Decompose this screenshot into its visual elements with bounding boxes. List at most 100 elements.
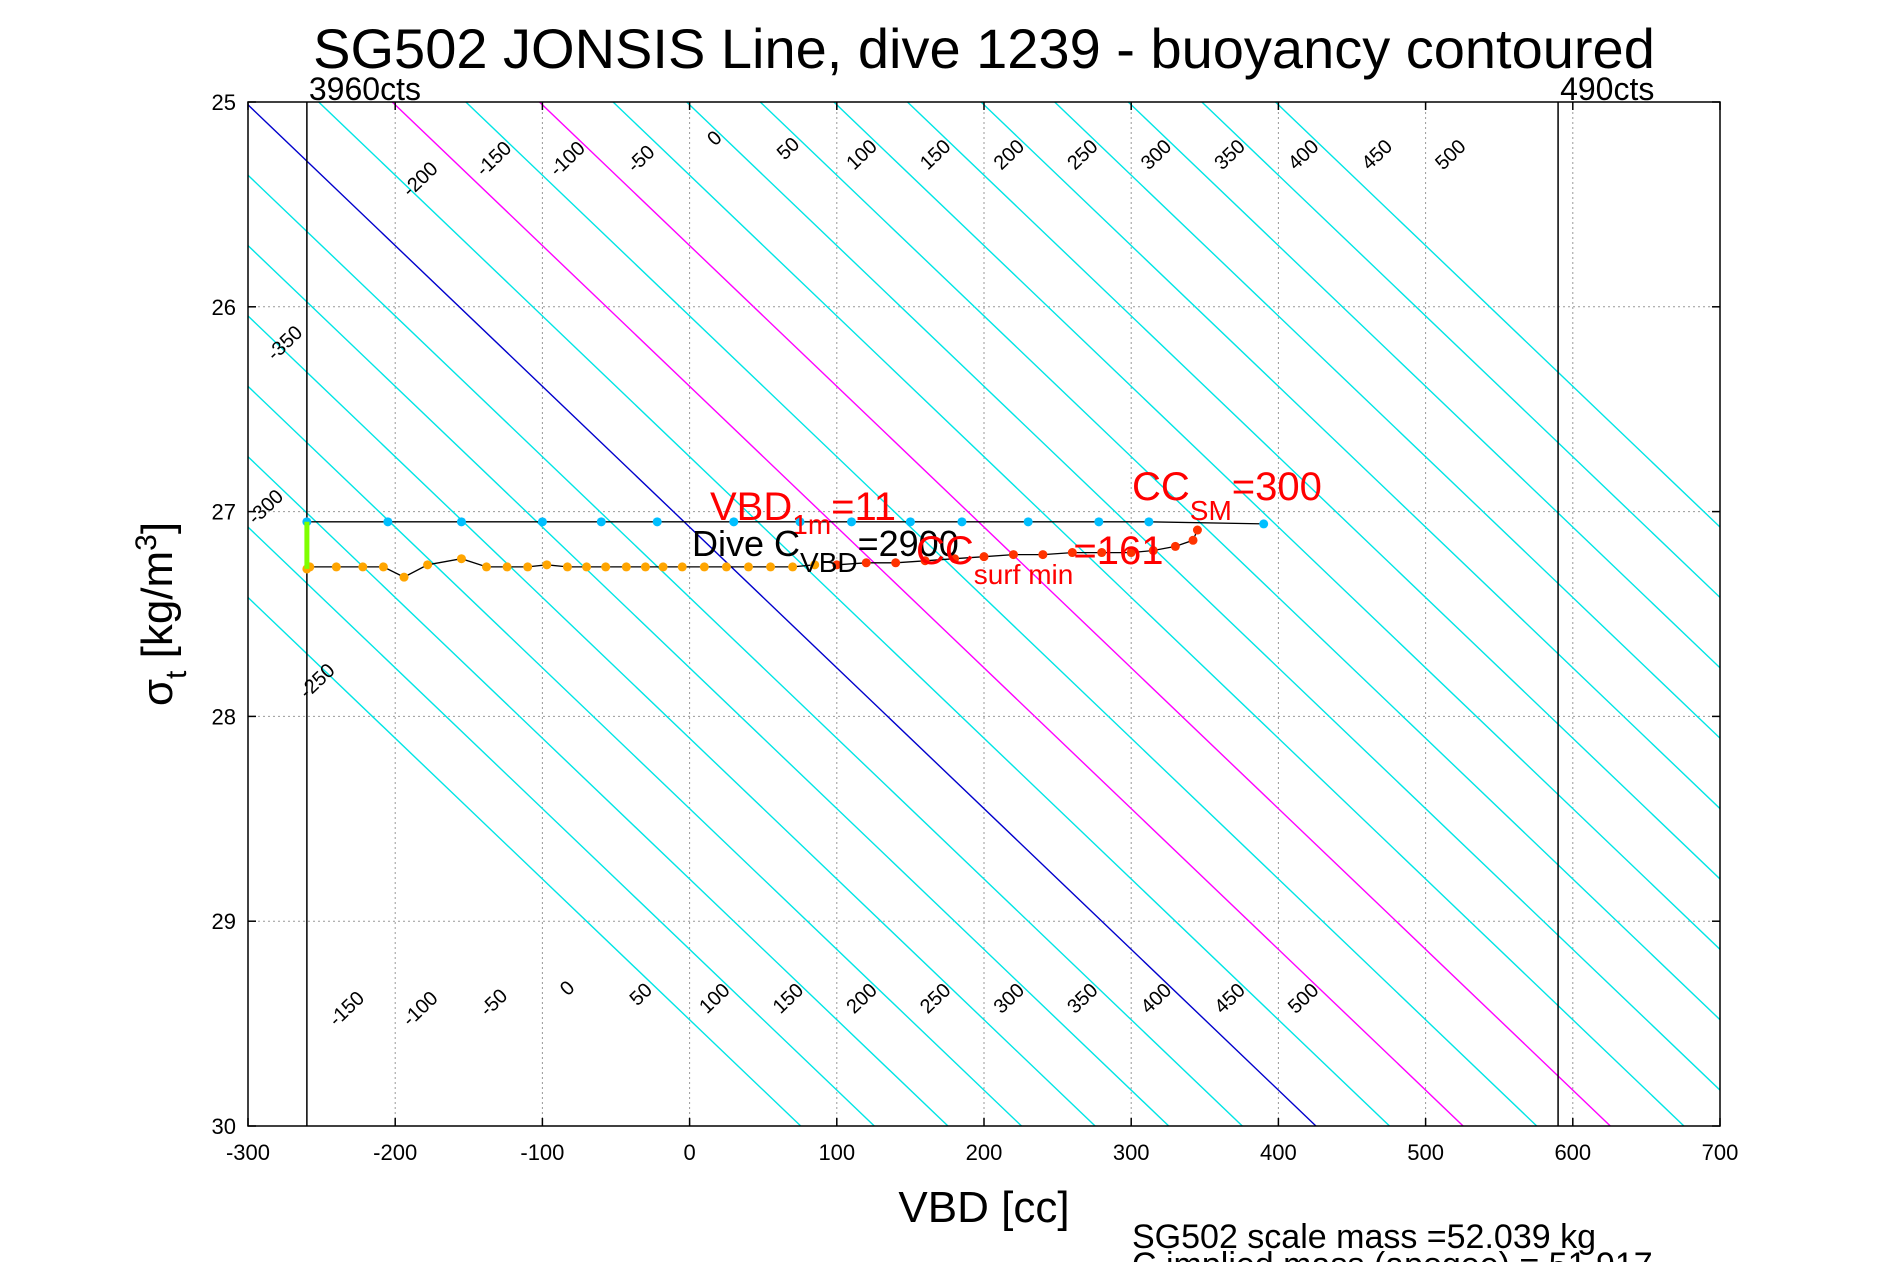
lower-profile-point	[456, 554, 466, 564]
lower-profile-point	[502, 562, 512, 572]
dive-cvbd-annotation: Dive CVBD=2900	[692, 523, 959, 578]
vbd-1m-annotation: VBD1m=11	[710, 485, 896, 540]
x-tick-label: -100	[520, 1140, 564, 1165]
y-axis-label-unit: [kg/m	[133, 551, 182, 671]
x-tick-label: 300	[1113, 1140, 1150, 1165]
contour-line	[980, 102, 1720, 810]
chart-title: SG502 JONSIS Line, dive 1239 - buoyancy …	[313, 17, 1655, 80]
upper-profile-point	[847, 517, 857, 527]
contour-line	[906, 102, 1720, 880]
red-profile-point	[1038, 550, 1048, 560]
red-profile-point	[1008, 550, 1018, 560]
lower-profile-point	[481, 562, 491, 572]
lower-profile-point	[378, 562, 388, 572]
lower-profile-point	[582, 562, 592, 572]
lower-profile-point	[523, 562, 533, 572]
count-limit-lines: 3960cts 490cts	[306, 71, 1654, 1126]
lower-profile-point	[699, 562, 709, 572]
contour-line	[248, 314, 1096, 1126]
lower-profile-point	[621, 562, 631, 572]
upper-profile-point	[537, 517, 547, 527]
upper-profile-point	[652, 517, 662, 527]
lower-profile-point	[677, 562, 687, 572]
upper-profile-point	[795, 517, 805, 527]
upper-profile-point	[1094, 517, 1104, 527]
upper-profile-point	[905, 517, 915, 527]
red-profile-point	[1170, 541, 1180, 551]
contour-line	[248, 596, 802, 1126]
y-axis-label-close: ]	[133, 522, 182, 534]
lower-profile-point	[658, 562, 668, 572]
lower-profile-point	[601, 562, 611, 572]
contour-line	[833, 102, 1720, 951]
lower-profile-point	[562, 562, 572, 572]
contour-line	[248, 455, 949, 1126]
contour-line	[248, 103, 1317, 1126]
red-profile-point	[861, 558, 871, 568]
y-tick-label: 28	[212, 704, 236, 729]
lower-profile-point	[331, 562, 341, 572]
red-profile-point	[832, 560, 842, 570]
y-tick-label: 25	[212, 90, 236, 115]
contour-line	[1054, 102, 1720, 740]
contour-line	[612, 102, 1685, 1126]
axis-ticks: -300 -200 -100 0 100 200 300 400 500 600 700 25 26 27…	[212, 90, 1739, 1165]
x-tick-label: 200	[966, 1140, 1003, 1165]
x-tick-label: 700	[1702, 1140, 1739, 1165]
x-tick-label: -200	[373, 1140, 417, 1165]
contour-line	[1127, 102, 1720, 669]
contour-line	[538, 102, 1611, 1126]
lower-profile-point	[721, 562, 731, 572]
lower-profile-point	[766, 562, 776, 572]
upper-profile-point	[729, 517, 739, 527]
cc-surf-min-annotation: CCsurf min=161	[916, 529, 1163, 590]
red-profile-point	[1192, 525, 1202, 535]
lower-profile-point	[423, 560, 433, 570]
upper-profile-point	[383, 517, 393, 527]
contour-line	[1274, 102, 1720, 529]
series	[302, 517, 1269, 582]
contour-line	[248, 526, 875, 1126]
y-tick-label: 30	[212, 1114, 236, 1139]
lower-profile-point	[810, 560, 820, 570]
cc-sm-annotation: CCSM=300	[1132, 465, 1322, 526]
y-axis-label-main: σ	[133, 679, 182, 706]
contour-line	[248, 244, 1170, 1126]
red-profile-point	[1188, 535, 1198, 545]
x-tick-label: 600	[1554, 1140, 1591, 1165]
lower-profile-point	[358, 562, 368, 572]
x-tick-label: -300	[226, 1140, 270, 1165]
contour-line	[248, 385, 1023, 1126]
y-tick-label: 26	[212, 295, 236, 320]
count-limit-label: 490cts	[1560, 71, 1654, 107]
upper-profile-point	[596, 517, 606, 527]
scale-mass-note: SG502 scale mass =52.039 kg	[1132, 1218, 1596, 1256]
red-profile-point	[891, 558, 901, 568]
upper-profile-point	[1023, 517, 1033, 527]
contour-line	[686, 102, 1720, 1092]
y-tick-label: 29	[212, 909, 236, 934]
y-tick-label: 27	[212, 500, 236, 525]
contour-line	[465, 102, 1538, 1126]
red-profile-point	[1097, 548, 1107, 558]
red-profile-point	[979, 552, 989, 562]
upper-profile-point	[957, 517, 967, 527]
y-axis-label-sub: t	[160, 670, 193, 679]
x-tick-label: 500	[1407, 1140, 1444, 1165]
x-tick-label: 100	[818, 1140, 855, 1165]
lower-profile-point	[640, 562, 650, 572]
x-tick-label: 0	[683, 1140, 695, 1165]
red-profile-point	[1126, 548, 1136, 558]
contour-line	[1201, 102, 1720, 599]
y-axis-label-sup: 3	[130, 534, 163, 551]
red-profile-point	[1067, 548, 1077, 558]
contour-line	[318, 102, 1391, 1126]
lower-profile-point	[399, 572, 409, 582]
upper-profile-point	[1259, 519, 1269, 529]
contour-lines	[248, 102, 1720, 1126]
contour-line	[248, 174, 1243, 1126]
count-limit-label: 3960cts	[309, 71, 421, 107]
lower-profile-point	[542, 560, 552, 570]
red-profile-point	[950, 554, 960, 564]
